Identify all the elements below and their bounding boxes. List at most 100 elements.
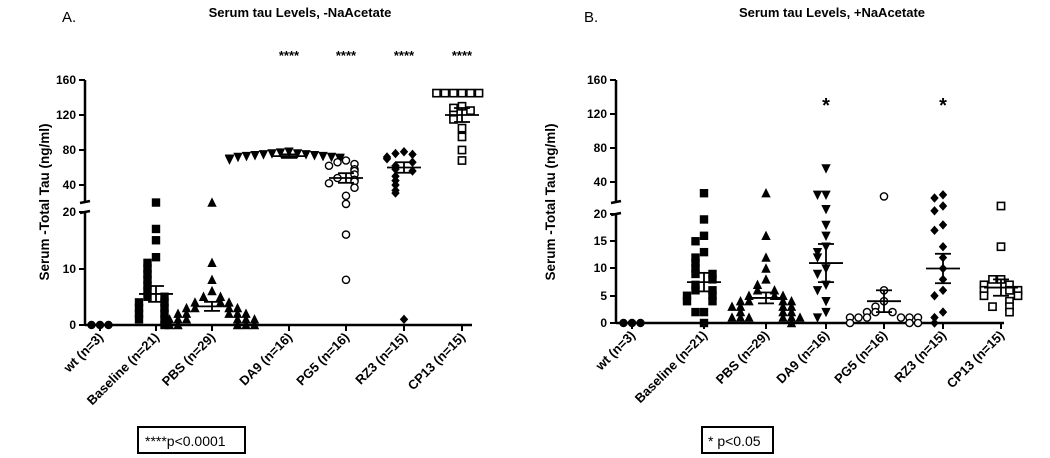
panel-b-data-point [627, 318, 637, 328]
panel-b-data-point [761, 252, 771, 262]
panel-a-data-point [232, 319, 243, 330]
panel-b-data-point [682, 297, 692, 306]
panel-b-ytick-label: 20 [594, 207, 608, 221]
panel-b-data-point [905, 318, 914, 328]
panel-b-data-point [930, 193, 939, 203]
panel-a-ytick-label: 40 [63, 178, 77, 192]
panel-a-category-label: RZ3 (n=15) [352, 330, 410, 388]
panel-a-data-point [267, 149, 277, 159]
panel-b-category-label: Baseline (n=21) [632, 328, 710, 406]
panel-b-ytick-label: 120 [587, 107, 607, 121]
panel-b-data-point [821, 205, 831, 215]
panel-a-data-point [160, 303, 169, 313]
panel-a-sig-label: **** [336, 48, 357, 63]
panel-a-data-point [173, 314, 183, 324]
panel-a-x-tick-labels: wt (n=3) Baseline (n=21) PBS (n=29) DA9 … [60, 330, 468, 408]
panel-a-data-point [309, 151, 320, 161]
panel-a-data-point [104, 320, 113, 330]
panel-a-data-point [275, 148, 286, 158]
panel-a-data-point [181, 302, 192, 313]
panel-b-data-point [988, 302, 997, 312]
panel-a-data-point [134, 298, 144, 307]
panel-a-data-point [232, 302, 243, 313]
panel-b-category-label: DA9 (n=16) [773, 328, 832, 387]
panel-a-data-point [391, 188, 400, 198]
panel-a-data-point [143, 269, 152, 279]
panel-b-data-point [708, 297, 717, 306]
panel-b-ytick-label: 15 [594, 234, 608, 248]
panel-b-y-tick-labels: 160 120 80 40 20 15 10 5 0 [587, 73, 607, 330]
panel-b-data-point [821, 307, 831, 318]
panel-b-data-point [938, 190, 948, 200]
panel-b-data-point [691, 286, 700, 295]
panel-b-data-point [812, 286, 823, 296]
panel-a-data-point [207, 197, 217, 207]
panel-a-data-point [224, 297, 234, 307]
panel-a-label: A. [62, 9, 76, 26]
panel-b-data-point [708, 286, 717, 295]
panel-b-category-label: PG5 (n=16) [831, 328, 890, 387]
panel-b-data-point [708, 291, 717, 300]
panel-b-x-tick-labels: wt (n=3) Baseline (n=21) PBS (n=29) DA9 … [592, 328, 1007, 406]
panel-a-data-point [440, 88, 450, 98]
panel-b-y-ticks [610, 79, 616, 324]
panel-b-data-point [786, 317, 797, 328]
panel-b-data-point [699, 231, 709, 240]
panel-b-y-break-mark-1 [610, 199, 622, 205]
panel-a-data-point [134, 315, 144, 324]
panel-b-data-point [821, 220, 831, 231]
panel-b-category-label: CP13 (n=15) [944, 328, 1007, 391]
panel-b-data-point [1013, 291, 1023, 301]
panel-a-data-point [399, 147, 409, 157]
panel-b-y-label-text: Serum -Total Tau (ng/ml) [543, 124, 558, 281]
panel-a-data-point [391, 180, 400, 190]
panel-b-data-point [938, 285, 948, 295]
panel-a-y-tick-labels: 160 120 80 40 20 10 0 [56, 73, 76, 332]
panel-b-data-point [727, 312, 737, 322]
panel-a-ytick-label: 120 [56, 108, 76, 122]
panel-a-ytick-label: 10 [63, 262, 77, 276]
panel-b-data-point [913, 318, 923, 328]
panel-a-sig-label: **** [452, 48, 473, 63]
panel-a-ytick-label: 0 [69, 318, 76, 332]
panel-b-pvalue-text: * p<0.05 [708, 433, 761, 449]
panel-b-data-point [778, 312, 788, 322]
panel-a-ytick-label: 20 [63, 205, 77, 219]
panel-a-data-point [151, 236, 161, 245]
panel-b-data-point [812, 269, 823, 280]
panel-b-sig-label: * [939, 95, 947, 117]
panel-b-significance: * * [822, 95, 947, 117]
panel-b-data-point [735, 296, 746, 306]
panel-a-data-point [391, 148, 400, 159]
panel-a-data-point [301, 150, 311, 160]
panel-a-data-point [382, 154, 392, 164]
panel-b: B. Serum tau Levels, +NaAcetate Serum -T… [543, 5, 1023, 454]
panel-a-data-point [143, 286, 152, 296]
panel-b-data-point [879, 192, 889, 201]
panel-a-data-point [341, 191, 351, 201]
panel-b-data-point [699, 318, 709, 328]
panel-b-data-marks [619, 164, 1023, 328]
panel-a-data-point [292, 149, 303, 159]
panel-a-data-point [215, 291, 226, 301]
panel-a-data-point [241, 314, 251, 324]
panel-b-data-point [938, 307, 948, 317]
panel-b-data-point [812, 253, 823, 263]
panel-b-data-point [691, 253, 700, 262]
panel-b-data-point [735, 312, 746, 322]
panel-a-data-point [224, 302, 234, 313]
panel-b-data-point [708, 269, 717, 279]
panel-a-sig-label: **** [394, 48, 415, 63]
panel-b-data-point [812, 247, 823, 258]
panel-b-data-point [744, 312, 754, 322]
panel-a-data-point [241, 308, 251, 318]
panel-a-data-point [341, 275, 351, 285]
panel-b-category-label: wt (n=3) [592, 328, 638, 374]
panel-a-data-marks [87, 88, 484, 330]
panel-a-data-point [250, 151, 260, 161]
panel-b-data-point [938, 201, 948, 211]
panel-a-data-point [457, 123, 467, 133]
panel-a-category-label: wt (n=3) [60, 330, 106, 376]
panel-a-data-point [151, 198, 161, 207]
panel-b-data-point [786, 296, 797, 306]
